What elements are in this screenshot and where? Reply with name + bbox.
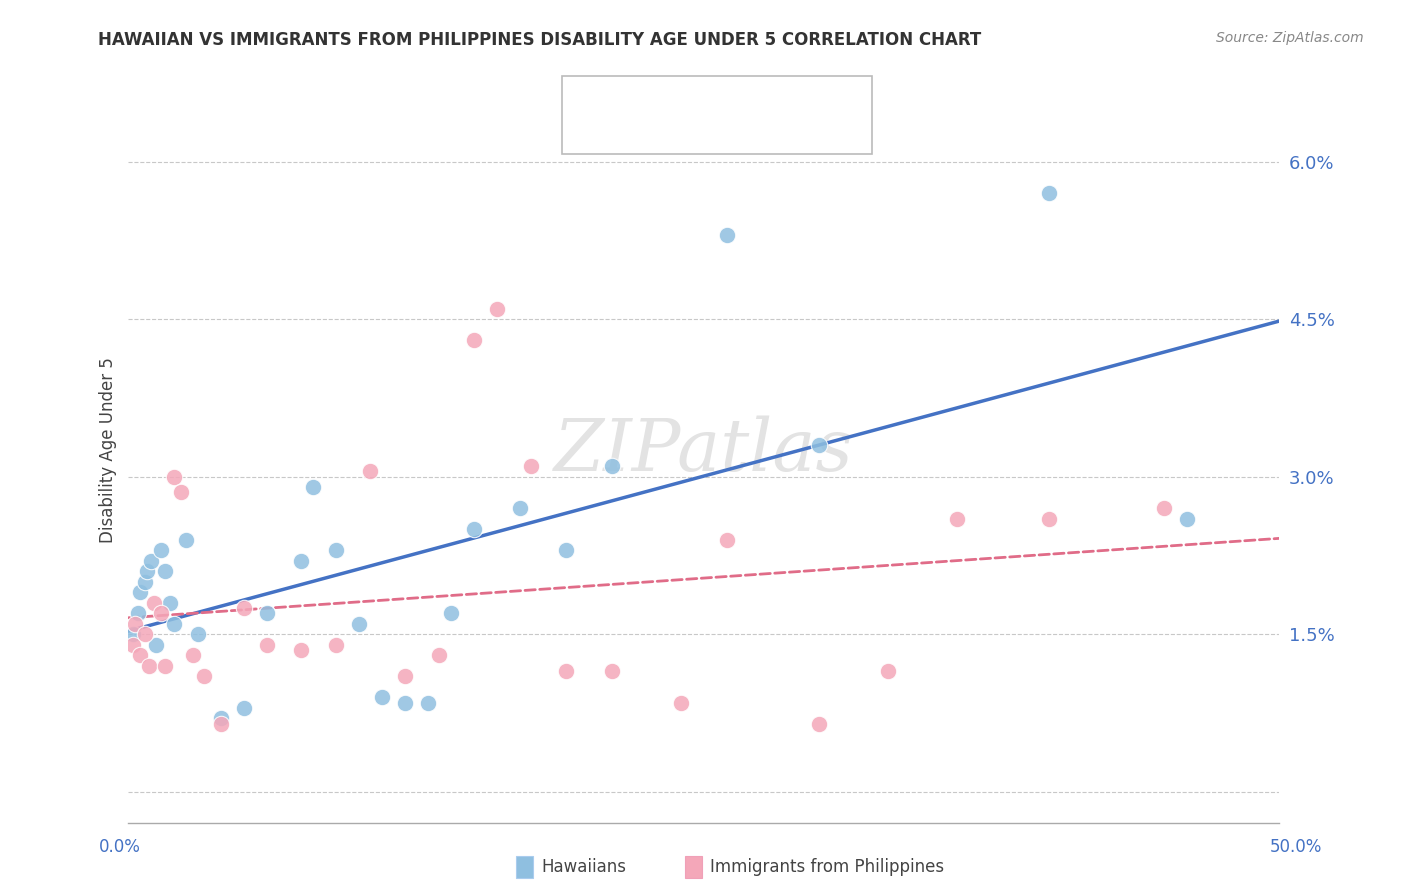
Text: Immigrants from Philippines: Immigrants from Philippines — [710, 858, 945, 876]
Point — [600, 664, 623, 678]
Point — [149, 607, 172, 621]
Point — [1175, 512, 1198, 526]
Text: Hawaiians: Hawaiians — [541, 858, 626, 876]
Point — [807, 716, 830, 731]
Point — [170, 485, 193, 500]
Point — [129, 648, 152, 663]
Point — [134, 574, 156, 589]
Text: R = 0.362   N = 32: R = 0.362 N = 32 — [605, 87, 762, 104]
Point — [359, 465, 381, 479]
Point — [325, 638, 347, 652]
Point — [463, 522, 485, 536]
Point — [256, 638, 278, 652]
Point — [174, 533, 197, 547]
Point — [149, 543, 172, 558]
Point — [142, 596, 165, 610]
Point — [209, 711, 232, 725]
Point — [554, 664, 576, 678]
Point — [301, 480, 323, 494]
Point — [520, 459, 543, 474]
Text: 50.0%: 50.0% — [1270, 838, 1322, 856]
Point — [155, 658, 177, 673]
Point — [145, 638, 167, 652]
Point — [290, 554, 312, 568]
Point — [716, 228, 738, 243]
Point — [347, 616, 370, 631]
Text: Source: ZipAtlas.com: Source: ZipAtlas.com — [1216, 31, 1364, 45]
Point — [122, 627, 145, 641]
Point — [325, 543, 347, 558]
Point — [463, 333, 485, 347]
Point — [440, 607, 463, 621]
Text: HAWAIIAN VS IMMIGRANTS FROM PHILIPPINES DISABILITY AGE UNDER 5 CORRELATION CHART: HAWAIIAN VS IMMIGRANTS FROM PHILIPPINES … — [98, 31, 981, 49]
Point — [127, 607, 149, 621]
Point — [669, 696, 692, 710]
Point — [163, 616, 186, 631]
Point — [141, 554, 163, 568]
Text: ZIPatlas: ZIPatlas — [554, 415, 853, 486]
Point — [209, 716, 232, 731]
Point — [124, 616, 146, 631]
Point — [485, 301, 508, 316]
Point — [877, 664, 900, 678]
Point — [134, 627, 156, 641]
Point — [416, 696, 439, 710]
Point — [600, 459, 623, 474]
Point — [232, 701, 254, 715]
Point — [509, 501, 531, 516]
Point — [181, 648, 204, 663]
Point — [138, 658, 160, 673]
Point — [155, 564, 177, 578]
Point — [1153, 501, 1175, 516]
Point — [232, 601, 254, 615]
Text: R = 0.223   N = 32: R = 0.223 N = 32 — [605, 119, 762, 136]
Point — [394, 669, 416, 683]
Point — [946, 512, 969, 526]
Point — [122, 638, 145, 652]
Point — [135, 564, 157, 578]
Point — [290, 643, 312, 657]
Point — [1038, 512, 1060, 526]
Point — [716, 533, 738, 547]
Point — [370, 690, 392, 705]
Point — [554, 543, 576, 558]
Point — [163, 469, 186, 483]
Point — [159, 596, 181, 610]
Point — [186, 627, 208, 641]
Point — [256, 607, 278, 621]
Point — [394, 696, 416, 710]
Text: 0.0%: 0.0% — [98, 838, 141, 856]
Point — [427, 648, 450, 663]
Point — [129, 585, 152, 599]
Point — [807, 438, 830, 452]
Point — [193, 669, 215, 683]
Y-axis label: Disability Age Under 5: Disability Age Under 5 — [100, 358, 117, 543]
Point — [1038, 186, 1060, 200]
